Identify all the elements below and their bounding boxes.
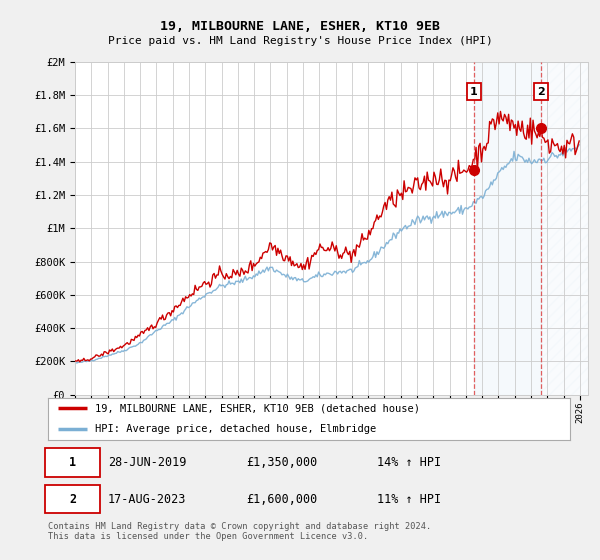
Text: HPI: Average price, detached house, Elmbridge: HPI: Average price, detached house, Elmb… xyxy=(95,424,376,434)
Text: £1,600,000: £1,600,000 xyxy=(247,493,317,506)
Text: 1: 1 xyxy=(69,456,76,469)
Text: 2: 2 xyxy=(69,493,76,506)
Text: Contains HM Land Registry data © Crown copyright and database right 2024.
This d: Contains HM Land Registry data © Crown c… xyxy=(48,522,431,542)
Text: 14% ↑ HPI: 14% ↑ HPI xyxy=(377,456,441,469)
FancyBboxPatch shape xyxy=(46,485,100,514)
Text: 19, MILBOURNE LANE, ESHER, KT10 9EB (detached house): 19, MILBOURNE LANE, ESHER, KT10 9EB (det… xyxy=(95,403,420,413)
Text: £1,350,000: £1,350,000 xyxy=(247,456,317,469)
Text: Price paid vs. HM Land Registry's House Price Index (HPI): Price paid vs. HM Land Registry's House … xyxy=(107,36,493,46)
FancyBboxPatch shape xyxy=(46,449,100,477)
Text: 19, MILBOURNE LANE, ESHER, KT10 9EB: 19, MILBOURNE LANE, ESHER, KT10 9EB xyxy=(160,20,440,32)
Text: 2: 2 xyxy=(538,87,545,96)
Text: 1: 1 xyxy=(470,87,478,96)
Text: 17-AUG-2023: 17-AUG-2023 xyxy=(108,493,187,506)
Text: 11% ↑ HPI: 11% ↑ HPI xyxy=(377,493,441,506)
Bar xyxy=(541,62,588,395)
Bar xyxy=(474,62,541,395)
Text: 28-JUN-2019: 28-JUN-2019 xyxy=(108,456,187,469)
